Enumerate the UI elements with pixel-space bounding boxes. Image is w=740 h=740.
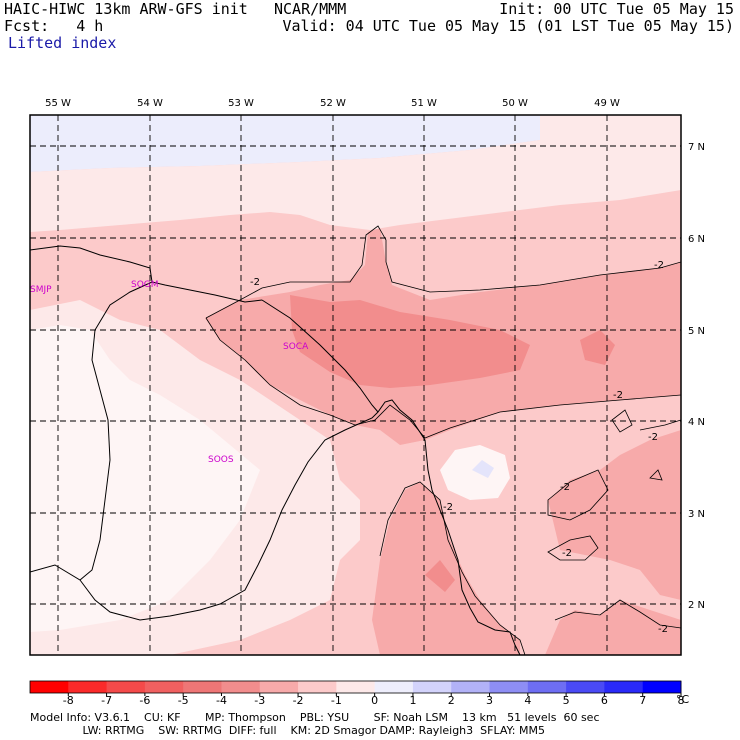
shade-band-light-north — [30, 115, 681, 232]
shade-band-positive — [30, 115, 540, 172]
lon-label: 53 W — [228, 98, 254, 109]
colorbar-unit: °C — [676, 693, 690, 706]
colorbar-swatch — [106, 681, 146, 693]
colorbar-tick-label: 5 — [563, 694, 570, 707]
colorbar-tick-label: 4 — [524, 694, 531, 707]
colorbar-tick-label: 3 — [486, 694, 493, 707]
model-title: HAIC-HIWC 13km ARW-GFS init — [4, 0, 248, 18]
contour-label: -2 — [613, 390, 623, 401]
lon-label: 54 W — [137, 98, 163, 109]
colorbar-swatch — [68, 681, 108, 693]
shade-band-2-east — [548, 430, 681, 600]
latlon-grid — [30, 115, 681, 655]
contour-label: -2 — [648, 432, 658, 443]
colorbar-swatch — [183, 681, 222, 693]
colorbar-swatch — [604, 681, 644, 693]
colorbar-tick-label: -3 — [254, 694, 265, 707]
model-info-line2: LW: RRTMG SW: RRTMG DIFF: full KM: 2D Sm… — [30, 724, 545, 737]
lat-labels: 7 N 6 N 5 N 4 N 3 N 2 N — [688, 142, 705, 611]
valid-time: Valid: 04 UTC Tue 05 May 15 (01 LST Tue … — [282, 17, 734, 35]
init-time: Init: 00 UTC Tue 05 May 15 — [499, 0, 734, 18]
station-soca: SOCA — [283, 342, 309, 352]
shade-blob-positive — [472, 460, 494, 478]
colorbar-frame — [29, 680, 682, 694]
colorbar-swatch — [374, 681, 414, 693]
lat-label: 2 N — [688, 600, 705, 611]
colorbar-tick-label: 7 — [639, 694, 646, 707]
colorbar-swatch — [489, 681, 529, 693]
shade-blob-light — [440, 445, 510, 500]
colorbar-tick-label: 8 — [678, 694, 685, 707]
colorbar-tick-label: -7 — [101, 694, 112, 707]
lat-label: 7 N — [688, 142, 705, 153]
contour-lines — [205, 225, 681, 655]
lon-label: 52 W — [320, 98, 346, 109]
colorbar-swatch — [412, 681, 452, 693]
contour-label: -2 — [562, 548, 572, 559]
colorbar-swatch — [298, 681, 337, 693]
colorbar-tick-label: 0 — [371, 694, 378, 707]
colorbar-swatch — [336, 681, 376, 693]
lat-label: 6 N — [688, 234, 705, 245]
colorbar-tick-label: -1 — [331, 694, 342, 707]
stations: SMJP SOGM SOCA SOOS — [30, 280, 309, 465]
colorbar-swatch — [642, 681, 682, 693]
lat-label: 3 N — [688, 509, 705, 520]
lon-label: 55 W — [45, 98, 71, 109]
colorbar-tick-label: -2 — [293, 694, 304, 707]
lat-label: 4 N — [688, 417, 705, 428]
colorbar-tick-label: -5 — [178, 694, 189, 707]
field-name: Lifted index — [8, 34, 117, 52]
colorbar-swatch — [30, 681, 69, 693]
contour-labels: -2 -2 -2 -2 -2 -2 -2 -2 — [250, 260, 668, 635]
contour-label: -2 — [560, 482, 570, 493]
colorbar-tick-label: -6 — [139, 694, 150, 707]
org-label: NCAR/MMM — [274, 0, 347, 18]
colorbar-swatch — [144, 681, 184, 693]
station-sogm: SOGM — [131, 280, 159, 290]
contour-label: -2 — [443, 502, 453, 513]
shade-band-3-east — [580, 330, 615, 365]
colorbar-swatch — [259, 681, 299, 693]
lat-label: 5 N — [688, 326, 705, 337]
colorbar-swatch — [566, 681, 605, 693]
lon-label: 51 W — [411, 98, 437, 109]
colorbar-tick-label: 6 — [601, 694, 608, 707]
contour-label: -2 — [250, 277, 260, 288]
colorbar — [29, 680, 682, 694]
station-soos: SOOS — [208, 455, 234, 465]
colorbar-tick-label: 1 — [409, 694, 416, 707]
map-frame — [29, 114, 682, 656]
colorbar-swatch — [451, 681, 491, 693]
shade-band-3-core — [290, 295, 530, 388]
colorbar-tick-label: -8 — [63, 694, 74, 707]
colorbar-swatch — [527, 681, 567, 693]
lon-label: 50 W — [502, 98, 528, 109]
colorbar-swatch — [221, 681, 261, 693]
lon-label: 49 W — [594, 98, 620, 109]
borders — [30, 245, 521, 655]
contour-label: -2 — [654, 260, 664, 271]
shade-band-lightest — [30, 325, 260, 632]
colorbar-tick-label: -4 — [216, 694, 227, 707]
forecast-hour: Fcst: 4 h — [4, 17, 104, 35]
contour-label: -2 — [658, 624, 668, 635]
shade-band-2-southeast — [545, 600, 681, 655]
model-info-line1: Model Info: V3.6.1 CU: KF MP: Thompson P… — [30, 711, 600, 724]
lon-labels: 55 W 54 W 53 W 52 W 51 W 50 W 49 W — [45, 98, 620, 109]
station-smjp: SMJP — [30, 285, 52, 295]
shade-band-3-south — [425, 560, 455, 592]
lifted-index-field: -2 -2 -2 -2 -2 -2 -2 -2 SMJP SOGM SOCA S… — [30, 115, 681, 655]
colorbar-tick-label: 2 — [448, 694, 455, 707]
colorbar-labels: -8 -7 -6 -5 -4 -3 -2 -1 0 1 2 3 4 5 6 7 8 — [63, 693, 685, 707]
